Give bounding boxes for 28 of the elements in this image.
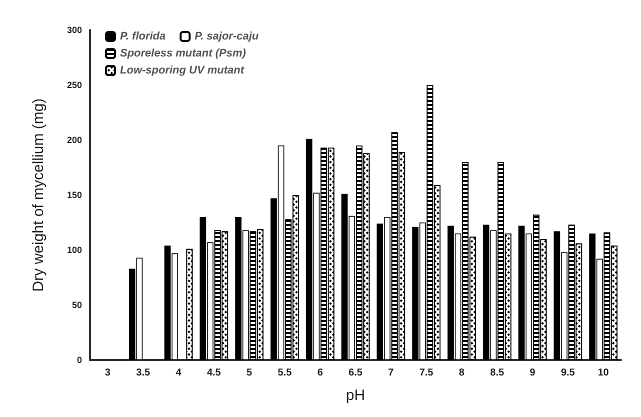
x-tick-label: 8.5: [490, 368, 504, 378]
y-tick-label: 50: [72, 300, 82, 310]
legend-label: P. florida: [120, 30, 166, 42]
x-tick-label: 7: [388, 368, 394, 378]
x-tick-label: 4: [176, 368, 182, 378]
x-tick-label: 3: [104, 368, 111, 378]
x-tick-label: 8: [458, 368, 465, 378]
y-tick-label: 100: [66, 245, 82, 255]
y-tick-label: 250: [66, 80, 82, 90]
x-tick-label: 6: [317, 368, 324, 378]
x-tick-label: 6.5: [348, 368, 363, 378]
y-tick-label: 150: [66, 190, 82, 200]
legend-label: P. sajor-caju: [194, 30, 259, 42]
y-tick-label: 200: [66, 135, 82, 145]
x-tick-label: 5: [246, 368, 253, 378]
x-tick-label: 3.5: [136, 368, 150, 378]
x-tick-label: 7.5: [419, 368, 434, 378]
legend-label: Low-sporing UV mutant: [120, 64, 246, 76]
y-tick-label: 0: [76, 355, 82, 365]
y-axis-title: Dry weight of mycellium (mg): [30, 98, 47, 292]
legend-label: Sporeless mutant (Psm): [120, 48, 246, 60]
x-tick-label: 9: [530, 368, 536, 378]
x-tick-label: 4.5: [206, 368, 222, 378]
y-tick-label: 300: [66, 25, 82, 35]
x-tick-label: 10: [598, 368, 610, 378]
x-tick-label: 5.5: [278, 368, 292, 378]
x-tick-label: 9.5: [560, 368, 576, 378]
x-axis-title: pH: [346, 387, 366, 404]
